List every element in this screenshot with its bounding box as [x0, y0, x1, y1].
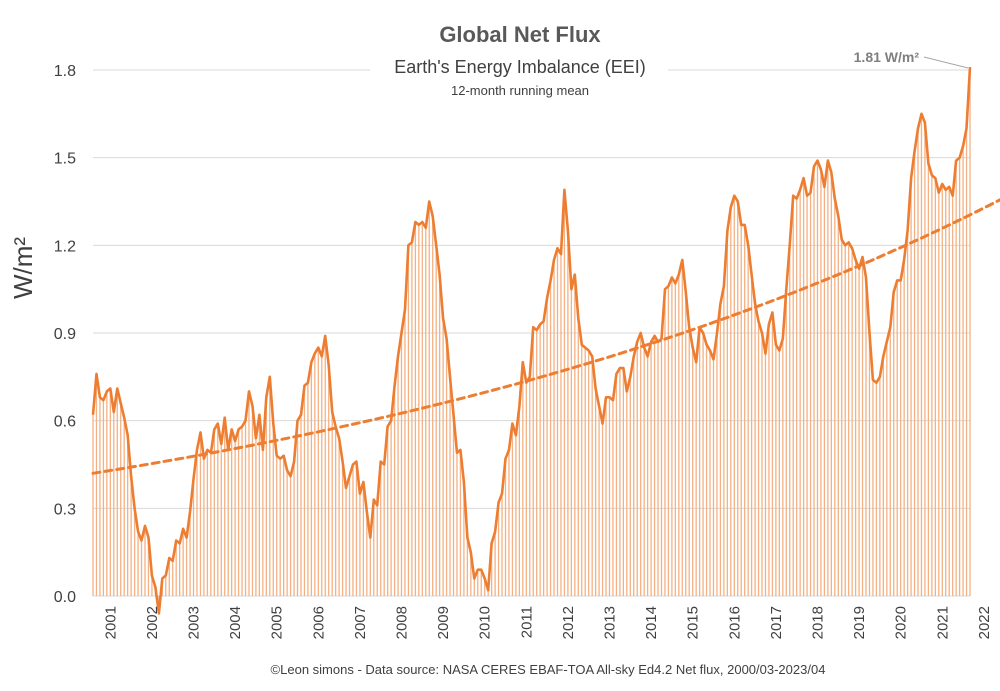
chart-subtitle-running-mean: 12-month running mean [451, 83, 589, 98]
x-tick-label: 2019 [851, 606, 868, 639]
y-tick-label: 1.5 [54, 151, 76, 168]
chart-title: Global Net Flux [439, 22, 601, 47]
y-tick-label: 0.3 [54, 501, 76, 518]
x-tick-label: 2016 [726, 606, 743, 639]
eei-series-line [91, 67, 972, 615]
series-line-layer [91, 67, 972, 615]
x-tick-label: 2006 [310, 606, 327, 639]
x-tick-label: 2003 [186, 606, 203, 639]
subtitle-bg [370, 54, 668, 80]
x-tick-label: 2002 [144, 606, 161, 639]
y-tick-labels: 0.0 0.3 0.6 0.9 1.2 1.5 1.8 [54, 63, 76, 606]
x-tick-label: 2012 [560, 606, 577, 639]
trend-line-layer [91, 198, 1000, 475]
x-tick-label: 2009 [435, 606, 452, 639]
chart-subtitle: Earth's Energy Imbalance (EEI) [394, 57, 646, 77]
data-source-caption: ©Leon simons - Data source: NASA CERES E… [271, 662, 826, 677]
x-tick-label: 2018 [809, 606, 826, 639]
y-tick-label: 1.8 [54, 63, 76, 80]
y-axis-label: W/m² [8, 237, 38, 299]
x-tick-labels: 2001 2002 2003 2004 2005 2006 2007 2008 2009 2010… [102, 606, 993, 639]
x-tick-label: 2001 [102, 606, 119, 639]
x-tick-label: 2008 [394, 606, 411, 639]
x-tick-label: 2010 [477, 606, 494, 639]
y-tick-label: 0.6 [54, 414, 76, 431]
x-tick-label: 2014 [643, 606, 660, 639]
x-tick-label: 2007 [352, 606, 369, 639]
x-tick-label: 2021 [934, 606, 951, 639]
x-tick-label: 2005 [269, 606, 286, 639]
y-tick-label: 1.2 [54, 238, 76, 255]
last-value-annotation: 1.81 W/m² [854, 49, 920, 65]
x-tick-label: 2022 [976, 606, 993, 639]
x-tick-label: 2004 [227, 606, 244, 639]
y-tick-label: 0.0 [54, 589, 76, 606]
y-tick-label: 0.9 [54, 326, 76, 343]
monthly-bars [92, 67, 971, 614]
annotation-leader-line [923, 56, 969, 69]
x-tick-label: 2020 [893, 606, 910, 639]
x-tick-label: 2017 [768, 606, 785, 639]
trend-line [91, 198, 1000, 475]
x-tick-label: 2015 [685, 606, 702, 639]
x-tick-label: 2013 [601, 606, 618, 639]
x-tick-label: 2011 [518, 606, 535, 638]
